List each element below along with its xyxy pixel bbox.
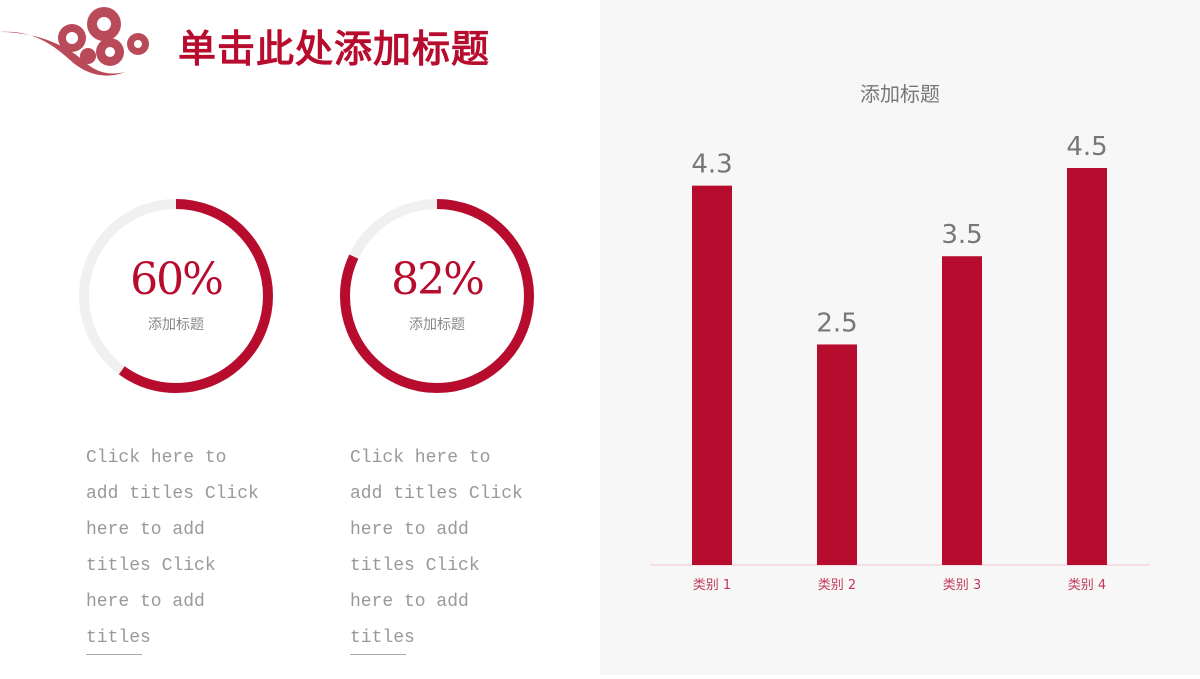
progress-arc: [79, 199, 273, 393]
progress-ring-2: 82% 添加标题: [337, 196, 537, 396]
description-body: Click here to add titles Click here to a…: [350, 448, 523, 648]
description-text-1[interactable]: Click here to add titles Click here to a…: [86, 440, 266, 655]
data-label: 2.5: [816, 308, 857, 338]
data-label: 3.5: [941, 220, 982, 250]
underline: [350, 654, 406, 655]
x-tick-label: 类别 1: [693, 578, 731, 593]
description-text-2[interactable]: Click here to add titles Click here to a…: [350, 440, 530, 655]
bar: [942, 256, 982, 565]
progress-arc: [340, 199, 534, 393]
x-tick-label: 类别 4: [1068, 578, 1106, 593]
bar-chart: 添加标题 4.3 类别 1 2.5 类别 2 3.5 类别 3 4.5 类别 4: [650, 82, 1150, 593]
description-body: Click here to add titles Click here to a…: [86, 448, 259, 648]
data-label: 4.5: [1066, 132, 1107, 162]
x-tick-label: 类别 3: [943, 578, 981, 593]
page-title[interactable]: 单击此处添加标题: [178, 26, 491, 71]
data-label: 4.3: [691, 150, 732, 180]
cloud-logo: [0, 7, 149, 76]
underline: [86, 654, 142, 655]
percent-value: 60%: [130, 254, 224, 305]
bar: [692, 185, 732, 565]
progress-ring-1: 60% 添加标题: [76, 196, 276, 396]
chart-title: 添加标题: [860, 82, 940, 106]
ring-caption: 添加标题: [409, 317, 465, 333]
chart-panel: 添加标题 4.3 类别 1 2.5 类别 2 3.5 类别 3 4.5 类别 4: [600, 0, 1200, 675]
bar: [817, 344, 857, 565]
percent-value: 82%: [391, 254, 485, 305]
ring-caption: 添加标题: [148, 317, 204, 333]
bar: [1067, 168, 1107, 565]
x-tick-label: 类别 2: [818, 578, 856, 593]
